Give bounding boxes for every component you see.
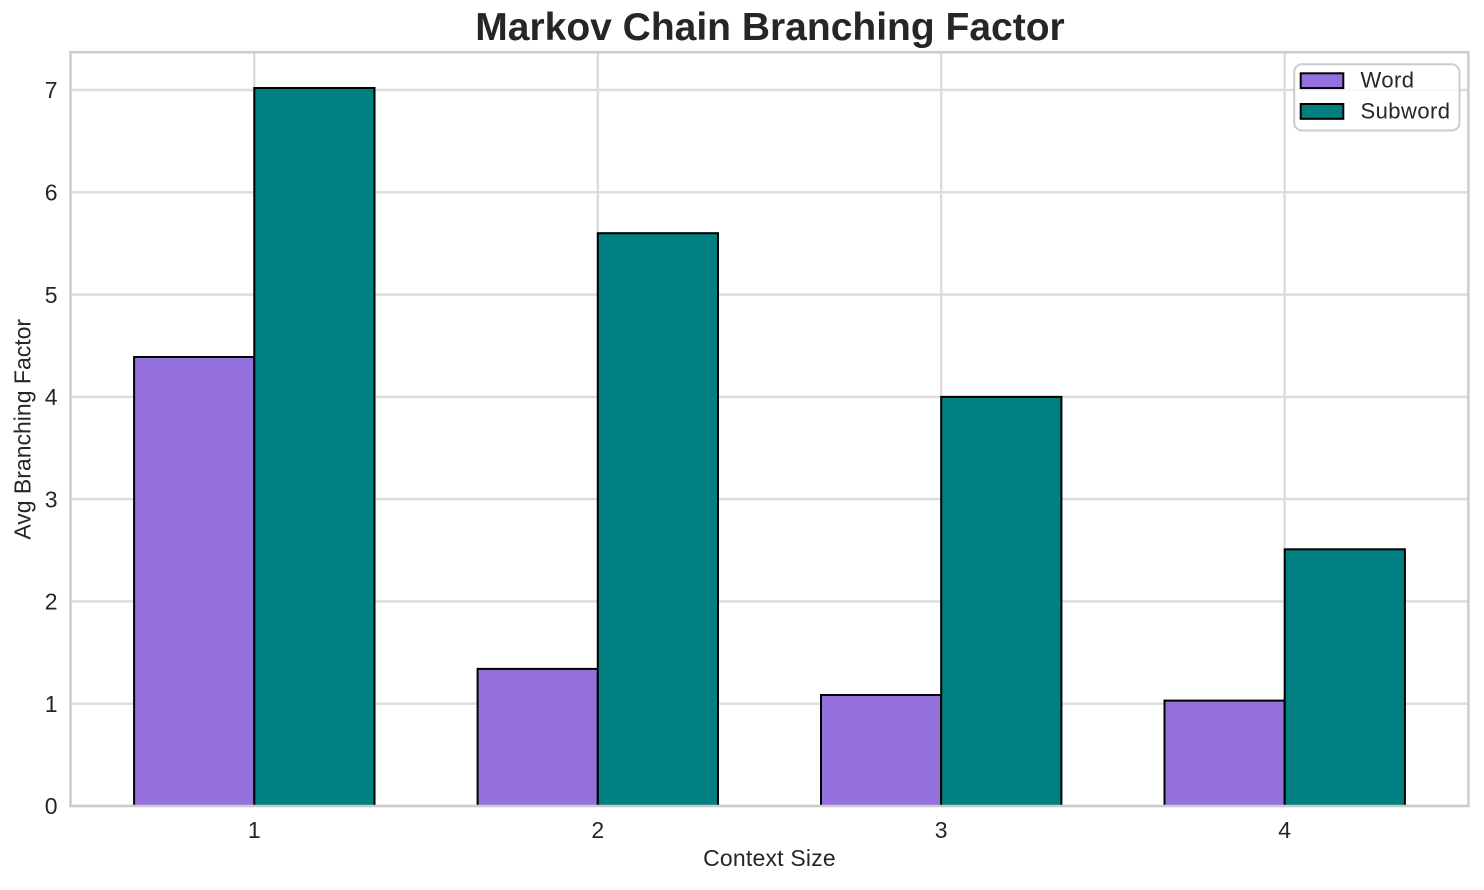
svg-text:Subword: Subword xyxy=(1361,98,1451,123)
svg-text:4: 4 xyxy=(1278,817,1291,843)
svg-text:2: 2 xyxy=(591,817,604,843)
svg-text:1: 1 xyxy=(45,691,58,717)
svg-text:2: 2 xyxy=(45,589,58,615)
svg-text:0: 0 xyxy=(45,793,58,819)
svg-text:Context Size: Context Size xyxy=(703,845,836,871)
svg-text:5: 5 xyxy=(45,282,58,308)
svg-text:Word: Word xyxy=(1361,68,1415,93)
svg-text:Markov Chain Branching Factor: Markov Chain Branching Factor xyxy=(475,6,1064,49)
svg-text:4: 4 xyxy=(45,384,58,410)
svg-text:3: 3 xyxy=(935,817,948,843)
svg-text:6: 6 xyxy=(45,180,58,206)
svg-text:Avg Branching Factor: Avg Branching Factor xyxy=(10,319,36,540)
svg-text:3: 3 xyxy=(45,486,58,512)
svg-text:7: 7 xyxy=(45,77,58,103)
svg-text:1: 1 xyxy=(248,817,261,843)
